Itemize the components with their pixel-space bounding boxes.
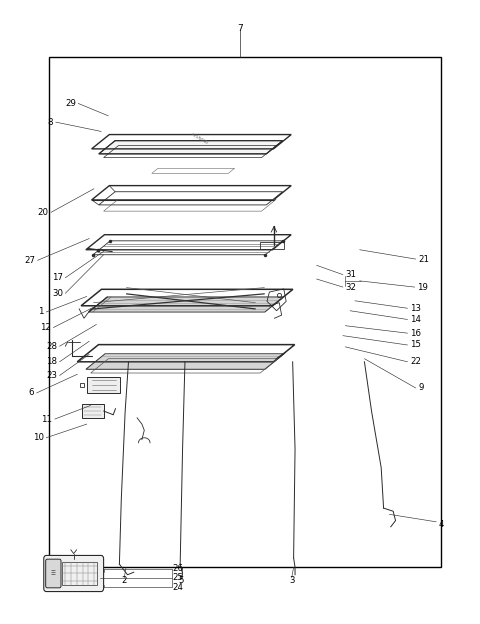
- Text: 30: 30: [52, 289, 63, 298]
- Bar: [48, 57, 441, 567]
- Text: 13: 13: [410, 304, 421, 313]
- Text: 27: 27: [24, 256, 35, 265]
- Text: 9: 9: [418, 384, 423, 392]
- Text: 11: 11: [41, 414, 52, 424]
- Text: 2: 2: [121, 577, 127, 585]
- Text: 21: 21: [418, 255, 429, 263]
- Text: 17: 17: [52, 273, 63, 282]
- Text: 29: 29: [65, 99, 76, 108]
- Text: 1: 1: [38, 308, 44, 316]
- Polygon shape: [82, 404, 104, 418]
- Bar: [62, 562, 97, 585]
- Text: HYUNDAI: HYUNDAI: [191, 132, 209, 145]
- Text: ☰: ☰: [51, 571, 56, 576]
- Text: 22: 22: [410, 358, 421, 366]
- FancyBboxPatch shape: [46, 559, 61, 588]
- Text: 31: 31: [345, 270, 356, 279]
- FancyBboxPatch shape: [44, 555, 104, 592]
- Text: 28: 28: [46, 342, 57, 351]
- Text: 4: 4: [439, 520, 444, 529]
- Text: 12: 12: [40, 323, 51, 332]
- Text: 19: 19: [417, 283, 428, 291]
- Text: 32: 32: [345, 283, 356, 291]
- Text: 18: 18: [46, 358, 57, 366]
- Text: 25: 25: [172, 573, 183, 582]
- Text: 24: 24: [172, 583, 183, 592]
- Text: 5: 5: [179, 577, 184, 585]
- Polygon shape: [99, 140, 283, 154]
- Text: 6: 6: [29, 388, 34, 397]
- Text: 23: 23: [46, 371, 57, 380]
- Text: 16: 16: [410, 329, 421, 338]
- Text: 14: 14: [410, 315, 421, 324]
- Text: 26: 26: [172, 564, 183, 573]
- Text: 10: 10: [33, 433, 44, 442]
- Text: 7: 7: [237, 24, 243, 33]
- Polygon shape: [87, 378, 120, 393]
- Text: 3: 3: [289, 577, 294, 585]
- Text: 20: 20: [37, 208, 48, 217]
- Text: 15: 15: [410, 341, 421, 349]
- Text: 8: 8: [48, 117, 53, 127]
